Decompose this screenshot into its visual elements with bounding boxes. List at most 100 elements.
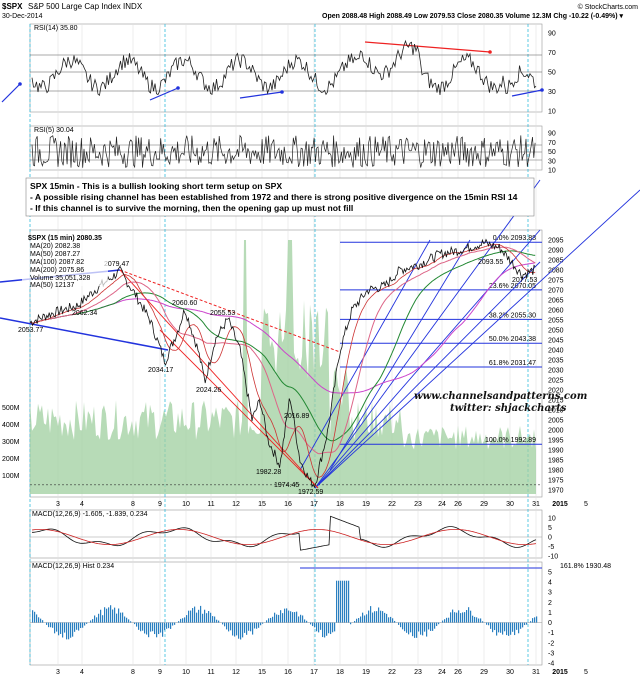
hist-bar — [128, 619, 130, 623]
hist-bar — [238, 622, 240, 639]
hist-bar — [162, 622, 164, 637]
price-tick: 1970 — [548, 488, 564, 495]
hist-bar — [444, 619, 446, 623]
hist-bar — [378, 607, 380, 623]
index-name: S&P 500 Large Cap Index INDX — [28, 2, 143, 11]
hist-bar — [236, 622, 238, 636]
macd-panel: MACD(12,26,9) -1.605, -1.839, 0.234 10 5 0… — [30, 511, 558, 561]
hist-bar — [490, 622, 492, 629]
hist-bar — [242, 622, 244, 638]
hist-bar — [230, 622, 232, 631]
hist-bar — [372, 612, 374, 623]
hist-bar — [514, 622, 516, 636]
hist-bar — [142, 622, 144, 631]
hist-bar — [94, 615, 96, 623]
annotation-line2: - If this channel is to survive the morn… — [30, 203, 353, 213]
legend-extra: MA(50) 12137 — [30, 282, 74, 289]
hist-bar — [318, 622, 320, 633]
hist-bar — [256, 622, 258, 629]
hist-bar — [268, 618, 270, 623]
axis-tick: 70 — [548, 50, 556, 57]
date-tick: 12 — [232, 501, 240, 508]
hist-bar — [232, 622, 234, 636]
hist-bar — [68, 622, 70, 640]
hist-bar — [208, 611, 210, 623]
channel-line — [314, 261, 541, 489]
divergence-arrow — [511, 89, 543, 97]
divergence-arrow — [1, 83, 21, 103]
date-tick: 18 — [336, 501, 344, 508]
hist-bar — [388, 617, 390, 623]
date-tick: 23 — [414, 501, 422, 508]
hist-bar — [344, 580, 346, 623]
price-tick: 2015 — [548, 398, 564, 405]
hist-bar — [476, 617, 478, 623]
date-tick-bottom: 29 — [480, 669, 488, 676]
hist-bar — [250, 622, 252, 632]
price-annotation: 2016.89 — [284, 413, 309, 420]
price-tick: 2045 — [548, 338, 564, 345]
symbol-label: $SPX — [2, 2, 23, 11]
hist-bar — [466, 610, 468, 623]
date-tick-bottom: 9 — [158, 669, 162, 676]
fib-label: 23.6% 2070.05 — [489, 283, 536, 290]
date-tick: 4 — [80, 501, 84, 508]
date-tick-bottom: 17 — [310, 669, 318, 676]
hist-bar — [358, 618, 360, 623]
axis-tick: 30 — [548, 89, 556, 96]
hist-bar — [280, 610, 282, 623]
volume-fill — [30, 240, 536, 494]
hist-bar — [522, 622, 524, 628]
hist-bar — [398, 622, 400, 625]
hist-bar — [96, 617, 98, 623]
price-annotation: 2034.17 — [148, 367, 173, 374]
hist-bar — [406, 622, 408, 633]
price-annotation: 2053.77 — [18, 327, 43, 334]
legend-main: $SPX (15 min) 2080.35 — [28, 235, 102, 242]
legend-ma200: MA(200) 2075.86 — [30, 267, 84, 274]
channel-line — [314, 229, 541, 489]
channel-line — [314, 189, 640, 489]
hist-bar — [98, 613, 100, 623]
axis-tick: 5 — [548, 525, 552, 532]
date-tick: 15 — [258, 501, 266, 508]
hist-bar — [410, 622, 412, 633]
hist-bar — [144, 622, 146, 634]
hist-bar — [482, 621, 484, 623]
hist-bar — [62, 622, 64, 638]
rsi14-label: RSI(14) 35.80 — [34, 25, 78, 32]
hist-bar — [462, 612, 464, 623]
date-tick-bottom: 16 — [284, 669, 292, 676]
hist-bar — [402, 622, 404, 630]
hist-bar — [284, 608, 286, 623]
hist-bar — [468, 607, 470, 623]
axis-tick: 3 — [548, 590, 552, 597]
price-annotation: 2062.34 — [72, 310, 97, 317]
price-tick: 2055 — [548, 318, 564, 325]
hist-bar — [470, 610, 472, 623]
hist-bar — [254, 622, 256, 629]
hist-bar — [426, 622, 428, 637]
price-annotation: 1972.59 — [298, 489, 323, 496]
hist-bar — [58, 622, 60, 636]
price-tick: 2085 — [548, 258, 564, 265]
hist-bar — [392, 618, 394, 623]
date-tick-bottom: 18 — [336, 669, 344, 676]
hist-bar — [334, 622, 336, 632]
hist-bar — [458, 610, 460, 623]
hist-bar — [494, 622, 496, 631]
hist-bar — [286, 608, 288, 623]
hist-bar — [330, 622, 332, 635]
price-tick: 2095 — [548, 238, 564, 245]
axis-tick: 90 — [548, 31, 556, 38]
axis-tick: 2 — [548, 600, 552, 607]
hist-bar — [432, 622, 434, 631]
hist-bar — [156, 622, 158, 638]
hist-bar — [504, 622, 506, 632]
hist-bar — [114, 607, 116, 623]
hist-bar — [336, 580, 338, 623]
hist-bar — [186, 615, 188, 623]
hist-bar — [234, 622, 236, 637]
hist-bar — [184, 617, 186, 623]
price-tick: 1990 — [548, 448, 564, 455]
